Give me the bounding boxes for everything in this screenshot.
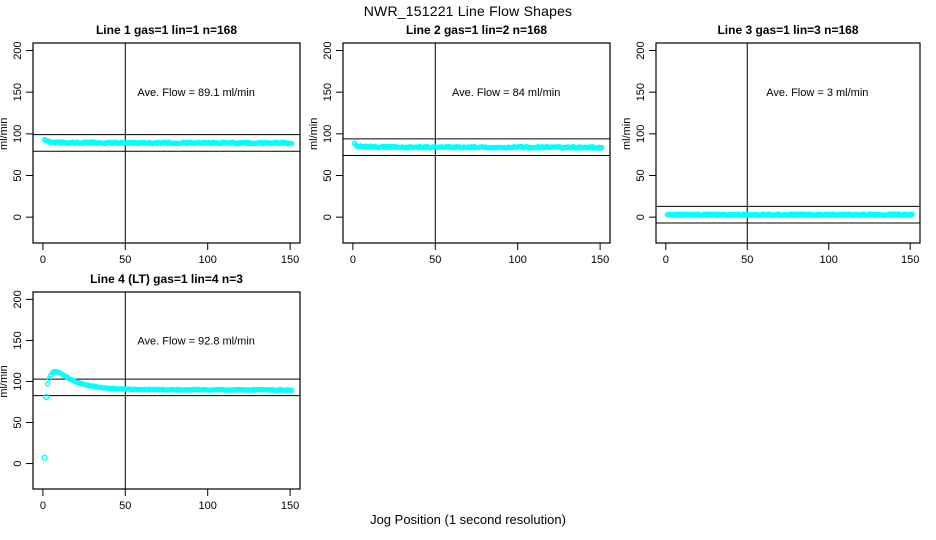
scatter-series <box>664 211 915 218</box>
panel-title: Line 4 (LT) gas=1 lin=4 n=3 <box>90 272 243 286</box>
x-tick-label: 0 <box>40 254 46 266</box>
data-point <box>599 144 605 151</box>
scatter-series <box>41 368 295 461</box>
x-tick-label: 50 <box>741 254 753 266</box>
plot-box <box>32 42 301 244</box>
panel-line-1: Line 1 gas=1 lin=1 n=168 0 50 100 150 0 50 100 1… <box>0 23 301 266</box>
data-point <box>289 140 295 147</box>
panel-title: Line 2 gas=1 lin=2 n=168 <box>406 23 547 37</box>
x-tick-label: 100 <box>509 254 527 266</box>
y-tick-label: 100 <box>12 372 24 390</box>
x-tick-label: 50 <box>429 254 441 266</box>
y-tick-label: 0 <box>322 214 334 220</box>
avg-flow-annotation: Ave. Flow = 84 ml/min <box>452 87 560 99</box>
outlier-point <box>41 454 48 461</box>
panel-line-3: Line 3 gas=1 lin=3 n=168 0 50 100 150 0 50 100 1… <box>621 23 921 266</box>
data-point <box>289 387 295 394</box>
y-tick-label: 150 <box>12 83 24 101</box>
y-axis-label: ml/min <box>0 118 10 150</box>
avg-flow-annotation: Ave. Flow = 92.8 ml/min <box>137 335 254 347</box>
x-tick-label: 100 <box>199 500 217 512</box>
figure-xlabel: Jog Position (1 second resolution) <box>370 512 566 527</box>
y-tick-label: 50 <box>12 416 24 428</box>
y-axis-label: ml/min <box>0 365 10 397</box>
panel-title: Line 3 gas=1 lin=3 n=168 <box>717 23 858 37</box>
x-tick-label: 0 <box>350 254 356 266</box>
x-tick-label: 150 <box>901 254 919 266</box>
avg-flow-annotation: Ave. Flow = 3 ml/min <box>766 87 868 99</box>
x-tick-label: 50 <box>119 254 131 266</box>
x-tick-label: 0 <box>40 500 46 512</box>
y-tick-label: 100 <box>12 125 24 143</box>
y-tick-label: 150 <box>12 331 24 349</box>
scatter-series <box>41 136 295 147</box>
plot-box <box>342 42 611 244</box>
panel-line-4: Line 4 (LT) gas=1 lin=4 n=3 0 50 100 150 0 50 1… <box>0 272 301 512</box>
y-tick-label: 100 <box>322 125 334 143</box>
plot-box <box>32 291 301 490</box>
y-axis-label: ml/min <box>621 118 633 150</box>
panel-line-2: Line 2 gas=1 lin=2 n=168 0 50 100 150 0 50 100 1… <box>308 23 611 266</box>
y-tick-label: 200 <box>12 290 24 308</box>
data-point <box>909 211 915 217</box>
x-tick-label: 150 <box>591 254 609 266</box>
panel-title: Line 1 gas=1 lin=1 n=168 <box>96 23 237 37</box>
y-tick-label: 50 <box>322 169 334 181</box>
x-tick-label: 0 <box>663 254 669 266</box>
plot-box <box>655 42 921 244</box>
y-tick-label: 50 <box>12 169 24 181</box>
y-tick-label: 200 <box>635 41 647 59</box>
y-tick-label: 0 <box>635 214 647 220</box>
x-tick-label: 150 <box>281 254 299 266</box>
y-axis-label: ml/min <box>308 118 320 150</box>
y-tick-label: 150 <box>322 83 334 101</box>
y-tick-label: 100 <box>635 125 647 143</box>
x-tick-label: 150 <box>281 500 299 512</box>
y-tick-label: 0 <box>12 214 24 220</box>
avg-flow-annotation: Ave. Flow = 89.1 ml/min <box>137 87 254 99</box>
scatter-series <box>351 140 605 151</box>
figure-title: NWR_151221 Line Flow Shapes <box>363 3 573 19</box>
y-tick-label: 200 <box>12 41 24 59</box>
outlier-point <box>43 394 50 401</box>
data-point <box>45 381 51 387</box>
x-tick-label: 50 <box>119 500 131 512</box>
y-tick-label: 50 <box>635 169 647 181</box>
x-tick-label: 100 <box>199 254 217 266</box>
y-tick-label: 150 <box>635 83 647 101</box>
x-tick-label: 100 <box>820 254 838 266</box>
y-tick-label: 200 <box>322 41 334 59</box>
y-tick-label: 0 <box>12 460 24 466</box>
